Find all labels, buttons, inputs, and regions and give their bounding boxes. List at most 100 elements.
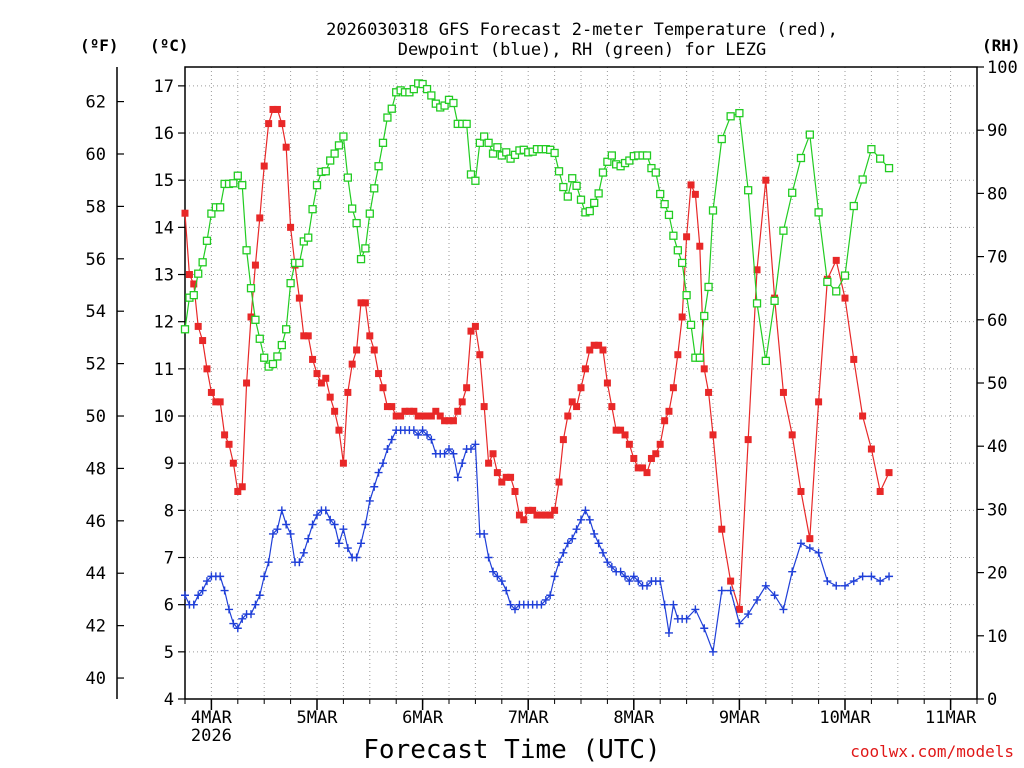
temperature-point	[405, 407, 413, 415]
rh-point	[255, 334, 264, 343]
temperature-point	[375, 370, 383, 378]
temperature-point	[502, 473, 510, 481]
rh-point	[308, 205, 317, 214]
celsius-tick-label: 10	[154, 407, 174, 427]
rh-tick-label: 70	[987, 248, 1007, 268]
dewpoint-point	[788, 567, 797, 576]
fahrenheit-tick-label: 60	[86, 145, 106, 165]
temperature-point	[621, 431, 629, 439]
fahrenheit-tick-label: 42	[86, 617, 106, 637]
dewpoint-point	[849, 577, 858, 586]
temperature-point	[683, 233, 691, 241]
temperature-point	[529, 506, 537, 514]
temperature-point	[229, 459, 237, 467]
rh-tick-label: 30	[987, 500, 1007, 520]
rh-point	[867, 145, 876, 154]
fahrenheit-tick-label: 40	[86, 669, 106, 689]
temperature-point	[687, 181, 695, 189]
celsius-tick-label: 16	[154, 124, 174, 144]
rh-point	[365, 209, 374, 218]
temperature-point	[617, 426, 625, 434]
dewpoint-point	[440, 449, 449, 458]
dewpoint-point	[383, 445, 392, 454]
dewpoint-point	[264, 558, 273, 567]
rh-point	[418, 79, 427, 89]
rh-point	[493, 143, 502, 152]
rh-point	[726, 112, 735, 121]
temperature-point	[348, 360, 356, 368]
rh-point	[242, 246, 251, 255]
rh-point	[735, 108, 744, 118]
rh-point	[700, 311, 709, 321]
temperature-point	[788, 431, 796, 439]
rh-tick-label: 90	[987, 121, 1007, 141]
rh-point	[321, 167, 330, 176]
dewpoint-point	[625, 577, 634, 586]
rh-point	[273, 352, 282, 361]
rh-point	[216, 203, 225, 212]
temperature-point	[476, 351, 484, 359]
rh-point	[673, 246, 682, 255]
temperature-point	[251, 261, 259, 269]
rh-point	[462, 119, 471, 129]
dewpoint-point	[717, 586, 726, 595]
temperature-point	[797, 487, 805, 495]
rh-point	[312, 181, 322, 190]
temperature-point	[234, 487, 242, 495]
rh-point	[876, 154, 885, 163]
rh-point	[678, 258, 687, 268]
temperature-point	[419, 412, 427, 420]
rh-point	[642, 151, 652, 160]
dewpoint-point	[229, 619, 238, 628]
rh-point	[695, 353, 704, 362]
temperature-point	[247, 313, 255, 321]
temperature-point	[449, 417, 457, 425]
temperature-point	[498, 478, 506, 486]
temperature-point	[639, 464, 647, 472]
temperature-point	[370, 346, 378, 354]
temperature-point	[511, 487, 519, 495]
rh-point	[251, 315, 260, 324]
rh-point	[277, 340, 286, 350]
dewpoint-point	[867, 572, 876, 581]
dewpoint-point	[493, 572, 502, 581]
dewpoint-point	[423, 430, 432, 439]
rh-point	[590, 198, 599, 208]
temperature-point	[331, 407, 339, 415]
temperature-point	[674, 351, 682, 359]
dewpoint-point	[484, 553, 493, 562]
rh-point	[378, 138, 388, 147]
temperature-point	[709, 431, 717, 439]
temperature-point	[436, 412, 444, 420]
rh-point	[480, 132, 489, 141]
rh-tick-label: 10	[987, 627, 1007, 647]
rh-point	[568, 174, 577, 183]
temperature-point	[273, 105, 281, 113]
temperature-point	[515, 511, 523, 519]
temperature-point	[199, 337, 207, 345]
dewpoint-point	[621, 572, 630, 581]
dewpoint-point	[497, 577, 506, 586]
temperature-point	[850, 355, 858, 363]
rh-tick-label: 50	[987, 374, 1007, 394]
temperature-point	[590, 341, 598, 349]
dewpoint-point	[502, 586, 511, 595]
temperature-point	[485, 459, 493, 467]
rh-point	[334, 141, 344, 150]
dewpoint-point	[537, 600, 546, 609]
rh-point	[788, 188, 797, 197]
dewpoint-point	[823, 577, 832, 586]
rh-point	[656, 189, 665, 199]
temperature-point	[705, 388, 713, 396]
rh-point	[744, 186, 753, 195]
x-axis-title: Forecast Time (UTC)	[363, 735, 660, 765]
temperature-point	[507, 473, 515, 481]
axes: 4567891011121314151617404244464850525456…	[86, 58, 1018, 746]
temperature-point	[762, 176, 770, 184]
dewpoint-point	[427, 435, 436, 444]
rh-point	[572, 181, 581, 190]
celsius-tick-label: 8	[164, 501, 174, 521]
temperature-point	[225, 440, 233, 448]
celsius-tick-label: 11	[154, 360, 174, 380]
temperature-point	[458, 398, 466, 406]
